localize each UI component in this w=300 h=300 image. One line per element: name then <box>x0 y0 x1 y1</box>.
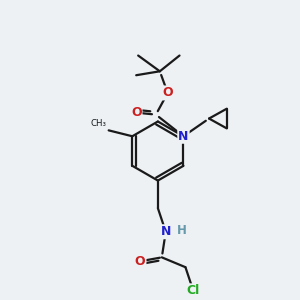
Text: CH₃: CH₃ <box>91 119 107 128</box>
Text: Cl: Cl <box>187 284 200 297</box>
Text: O: O <box>162 86 173 99</box>
Text: O: O <box>131 106 142 119</box>
Text: H: H <box>177 224 187 237</box>
Text: N: N <box>160 225 171 238</box>
Text: O: O <box>135 255 146 268</box>
Text: N: N <box>178 130 189 143</box>
